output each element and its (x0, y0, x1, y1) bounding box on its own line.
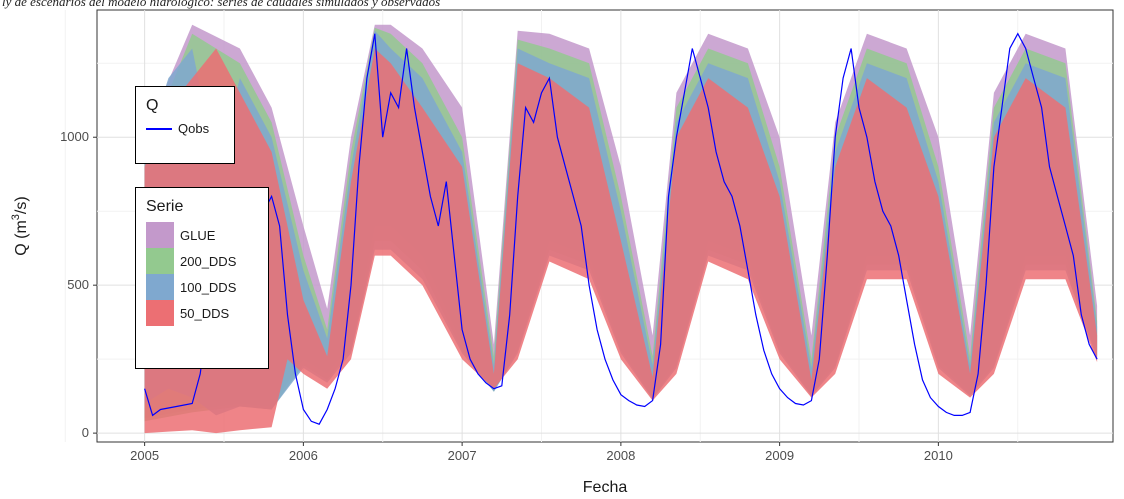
x-tick-label: 2006 (289, 448, 318, 463)
y-axis-title-tail: /s) (13, 196, 30, 214)
legend-label-glue: GLUE (180, 227, 216, 243)
y-axis: 0 500 1000 (60, 129, 97, 440)
legend-item-glue: GLUE (146, 222, 268, 248)
legend-swatch-glue (146, 222, 174, 248)
y-axis-title-main: Q (m (13, 220, 30, 256)
legend-q-item: Qobs (146, 121, 234, 136)
legend-qobs-label: Qobs (178, 121, 210, 136)
series-bands (144, 24, 1098, 434)
legend-q: Q Qobs (135, 86, 235, 164)
legend-item-100-dds: 100_DDS (146, 274, 268, 300)
x-tick-label: 2007 (448, 448, 477, 463)
y-tick-label: 1000 (60, 129, 89, 144)
legend-label-200-dds: 200_DDS (180, 253, 237, 269)
legend-qobs-line-key (146, 127, 172, 130)
band-50-dds (144, 48, 1098, 434)
top-caption: ly de escenarios del modelo hidrologico:… (2, 0, 441, 9)
legend-label-100-dds: 100_DDS (180, 279, 237, 295)
legend-q-title: Q (146, 97, 159, 114)
legend-serie: Serie GLUE 200_DDS 100_DDS 50_DDS (135, 187, 269, 369)
legend-item-200-dds: 200_DDS (146, 248, 268, 274)
legend-swatch-50-dds (146, 300, 174, 326)
y-tick-label: 0 (82, 425, 89, 440)
y-axis-title: Q (m3/s) (10, 196, 30, 255)
legend-serie-title: Serie (146, 198, 184, 215)
x-tick-label: 2009 (765, 448, 794, 463)
legend-swatch-200-dds (146, 248, 174, 274)
observed-line-qobs (144, 32, 1098, 425)
x-tick-label: 2005 (130, 448, 159, 463)
x-tick-label: 2010 (924, 448, 953, 463)
x-axis-title: Fecha (583, 479, 628, 496)
y-tick-label: 500 (67, 277, 89, 292)
observed-line-group (144, 32, 1098, 425)
y-axis-title-sup: 3 (10, 214, 22, 220)
x-axis: 2005 2006 2007 2008 2009 2010 (130, 442, 953, 463)
x-tick-label: 2008 (606, 448, 635, 463)
legend-label-50-dds: 50_DDS (180, 305, 230, 321)
legend-item-50-dds: 50_DDS (146, 300, 268, 326)
legend-swatch-100-dds (146, 274, 174, 300)
band-area-50-dds (144, 48, 1098, 434)
